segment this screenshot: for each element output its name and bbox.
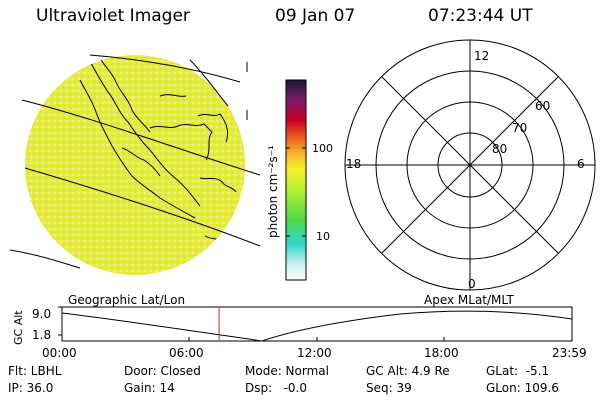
gain-status: Gain: 14 xyxy=(124,381,175,395)
date-label: 09 Jan 07 xyxy=(275,6,356,26)
orbit-left-title: Geographic Lat/Lon xyxy=(68,293,185,307)
ip-status: IP: 36.0 xyxy=(8,381,54,395)
orbit-ytick-9: 9.0 xyxy=(32,307,51,321)
mlt-label-0: 0 xyxy=(468,277,476,291)
mlt-label-18: 18 xyxy=(346,157,361,171)
seq-status: Seq: 39 xyxy=(366,381,412,395)
glon-status: GLon: 109.6 xyxy=(486,381,559,395)
filter-status: Flt: LBHL xyxy=(8,364,62,378)
orbit-right-title: Apex MLat/MLT xyxy=(424,293,514,307)
colorbar-unit-label: photon cm⁻²s⁻¹ xyxy=(266,145,280,238)
mode-status: Mode: Normal xyxy=(245,364,329,378)
orbit-plot xyxy=(58,306,573,342)
polar-plot xyxy=(344,39,596,291)
orbit-xtick-4: 23:59 xyxy=(552,346,587,360)
uv-image xyxy=(9,54,261,275)
lat-label-60: 60 xyxy=(535,99,550,113)
colorbar-tick-10: 10 xyxy=(316,230,330,243)
glat-status: GLat: -5.1 xyxy=(486,364,550,378)
orbit-xtick-2: 12:00 xyxy=(297,346,332,360)
colorbar-tick-100: 100 xyxy=(312,142,333,155)
uv-disk xyxy=(25,55,245,275)
mlt-label-12: 12 xyxy=(474,49,489,63)
orbit-xtick-3: 18:00 xyxy=(424,346,459,360)
lat-label-70: 70 xyxy=(512,121,527,135)
lat-label-80: 80 xyxy=(492,142,507,156)
orbit-xtick-1: 06:00 xyxy=(169,346,204,360)
time-label: 07:23:44 UT xyxy=(428,6,533,26)
orbit-ylabel: GC Alt xyxy=(12,310,25,345)
door-status: Door: Closed xyxy=(124,364,201,378)
colorbar-gradient xyxy=(285,79,307,281)
mlt-label-6: 6 xyxy=(577,157,585,171)
orbit-ytick-1.8: 1.8 xyxy=(32,328,51,342)
orbit-altitude-curve xyxy=(61,310,573,342)
orbit-xtick-0: 00:00 xyxy=(42,346,77,360)
latlon-grid xyxy=(9,54,261,269)
gc-alt-status: GC Alt: 4.9 Re xyxy=(366,364,450,378)
dsp-status: Dsp: -0.0 xyxy=(245,381,308,395)
colorbar: 100 10 photon cm⁻²s⁻¹ xyxy=(266,79,333,281)
app-title: Ultraviolet Imager xyxy=(36,6,190,26)
